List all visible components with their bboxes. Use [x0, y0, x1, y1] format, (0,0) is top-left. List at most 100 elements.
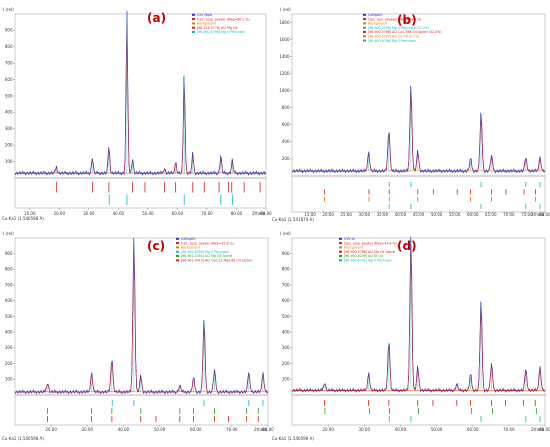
y-axis-label: I (rel): [280, 231, 291, 236]
y-tick-label: 800: [5, 267, 13, 272]
legend-entry: [96-900-6791] Mg O Periclase: [344, 259, 392, 263]
panel-label: (b): [397, 13, 417, 27]
legend-entry: Background: [197, 22, 216, 26]
x-tick-label: 45.00: [413, 212, 425, 217]
x-tick-label: 65.00: [485, 212, 497, 217]
legend-entry: [96-900-6796] Mg O Periclase: [368, 39, 416, 43]
legend-entry: [96-900-5727] Al2 Co O4 (0.1%): [368, 35, 419, 39]
legend-swatch: [176, 255, 179, 257]
x-tick-label: 60.00: [467, 212, 479, 217]
x-tick-label: 40.00: [395, 427, 407, 432]
legend-swatch: [363, 22, 366, 25]
y-tick-label: 800: [282, 267, 290, 272]
legend-swatch: [192, 13, 195, 16]
y-tick-label: 500: [282, 314, 290, 319]
y-tick-label: 1600: [279, 37, 290, 42]
legend-swatch: [363, 13, 366, 16]
legend-entry: [96-900-6450] Mg O Periclase: [181, 250, 229, 254]
wavelength-label: Cu-Ka1 (1.540598 A): [272, 436, 314, 441]
chart-panel-4: 100 200 300 400 500 600 700 800 900 I (rel) 20.00 3…: [272, 231, 550, 441]
legend-entry: [96-900-8239] Al2 Ni O4: [344, 254, 383, 258]
legend-swatch: [176, 242, 179, 245]
legend-swatch: [192, 31, 195, 33]
x-tick-label: 50.00: [431, 212, 443, 217]
legend-entry: CSV Ni: [344, 237, 355, 241]
calculated-pattern: [292, 248, 546, 392]
legend-swatch: [176, 250, 179, 253]
y-tick-label: 400: [5, 330, 13, 335]
y-tick-label: 400: [282, 139, 290, 144]
legend-entry: [96-154-0778] Al2 Mg O4: [197, 26, 237, 30]
legend-swatch: [176, 246, 179, 249]
legend-swatch: [363, 18, 366, 21]
y-tick-label: 600: [5, 77, 13, 82]
chart-panel-3: 100 200 300 400 500 600 700 800 900 I (rel) 20.00 3…: [2, 231, 274, 441]
legend-entry: Calc. (exp. peaks) (Rwp=43.8 %): [344, 241, 397, 245]
tick-strip-frame: [291, 394, 546, 426]
legend-entry: [96-901-2351] Al2 Mg O4 Spinel: [181, 254, 232, 258]
y-tick-label: 200: [5, 361, 13, 366]
chart-panel-1: 100 200 300 400 500 600 700 800 900 I (rel) 10.00 2…: [2, 7, 272, 221]
x-tick-label: 50.00: [154, 427, 166, 432]
calculated-pattern: [15, 23, 266, 174]
legend-swatch: [363, 35, 366, 38]
y-tick-label: 200: [282, 156, 290, 161]
y-axis-label: I (rel): [3, 7, 14, 12]
legend-entry: CoMgAlO: [181, 237, 196, 241]
x-axis-label: 2theta: [254, 427, 268, 432]
y-tick-label: 1200: [279, 71, 290, 76]
calculated-pattern: [292, 92, 545, 172]
x-axis-label: 2theta: [531, 427, 545, 432]
panel-label: (c): [147, 239, 165, 253]
chart-panel-2: 200 400 600 800 1000 1200 1400 1600 1800 I (rel) 1…: [272, 7, 550, 222]
y-tick-label: 1400: [279, 54, 290, 59]
legend-entry: Background: [344, 246, 363, 250]
x-tick-label: 70.00: [503, 212, 515, 217]
plot-frame: [14, 13, 267, 179]
legend-swatch: [339, 237, 342, 240]
tick-strip-frame: [291, 175, 546, 213]
legend-entry: [96-901-4415] Al2 Co0.11 Mg0.89 O4 Spine…: [181, 259, 252, 263]
legend-swatch: [339, 259, 342, 262]
y-tick-label: 300: [282, 345, 290, 350]
x-tick-label: 70.00: [201, 211, 213, 216]
x-tick-label: 30.00: [359, 427, 371, 432]
legend-entry: CSV MgAl: [197, 13, 212, 17]
x-tick-label: 90.00: [260, 211, 272, 216]
y-tick-label: 700: [5, 61, 13, 66]
x-tick-label: 60.00: [172, 211, 184, 216]
y-axis-label: I (rel): [3, 231, 14, 236]
legend-swatch: [339, 246, 342, 249]
tick-strip-frame: [14, 394, 269, 426]
x-tick-label: 20.00: [322, 212, 334, 217]
y-tick-label: 1800: [279, 20, 290, 25]
legend-entry: CoMgAlO: [368, 13, 383, 17]
legend-swatch: [339, 250, 342, 253]
legend-swatch: [363, 31, 366, 33]
calculated-pattern: [15, 250, 268, 393]
x-tick-label: 70.00: [226, 427, 238, 432]
legend-entry: Background: [181, 246, 200, 250]
legend-swatch: [339, 242, 342, 245]
legend-swatch: [176, 259, 179, 262]
y-tick-label: 100: [282, 377, 290, 382]
y-tick-label: 300: [5, 126, 13, 131]
legend-swatch: [192, 22, 195, 25]
y-tick-label: 500: [5, 93, 13, 98]
y-tick-label: 400: [282, 330, 290, 335]
legend-entry: [96-900-0506] Mg O Periclase (47.2%): [368, 26, 429, 30]
y-tick-label: 600: [5, 298, 13, 303]
y-axis-label: I (rel): [280, 7, 291, 12]
legend-entry: Background: [368, 22, 387, 26]
x-tick-label: 80.00: [539, 212, 550, 217]
y-tick-label: 800: [282, 105, 290, 110]
legend-entry: [96-900-5768] Al2 Co1.398 O4 Spinel (42.…: [368, 30, 441, 34]
panel-label: (d): [397, 239, 417, 253]
y-tick-label: 1000: [279, 88, 290, 93]
wavelength-label: Cu-Ka1 (1.540598 A): [2, 436, 44, 441]
legend-entry: Calc. (exp. peaks) (Rwp=60.1 %): [197, 17, 250, 21]
y-tick-label: 900: [5, 251, 13, 256]
y-tick-label: 100: [5, 377, 13, 382]
y-tick-label: 300: [5, 345, 13, 350]
